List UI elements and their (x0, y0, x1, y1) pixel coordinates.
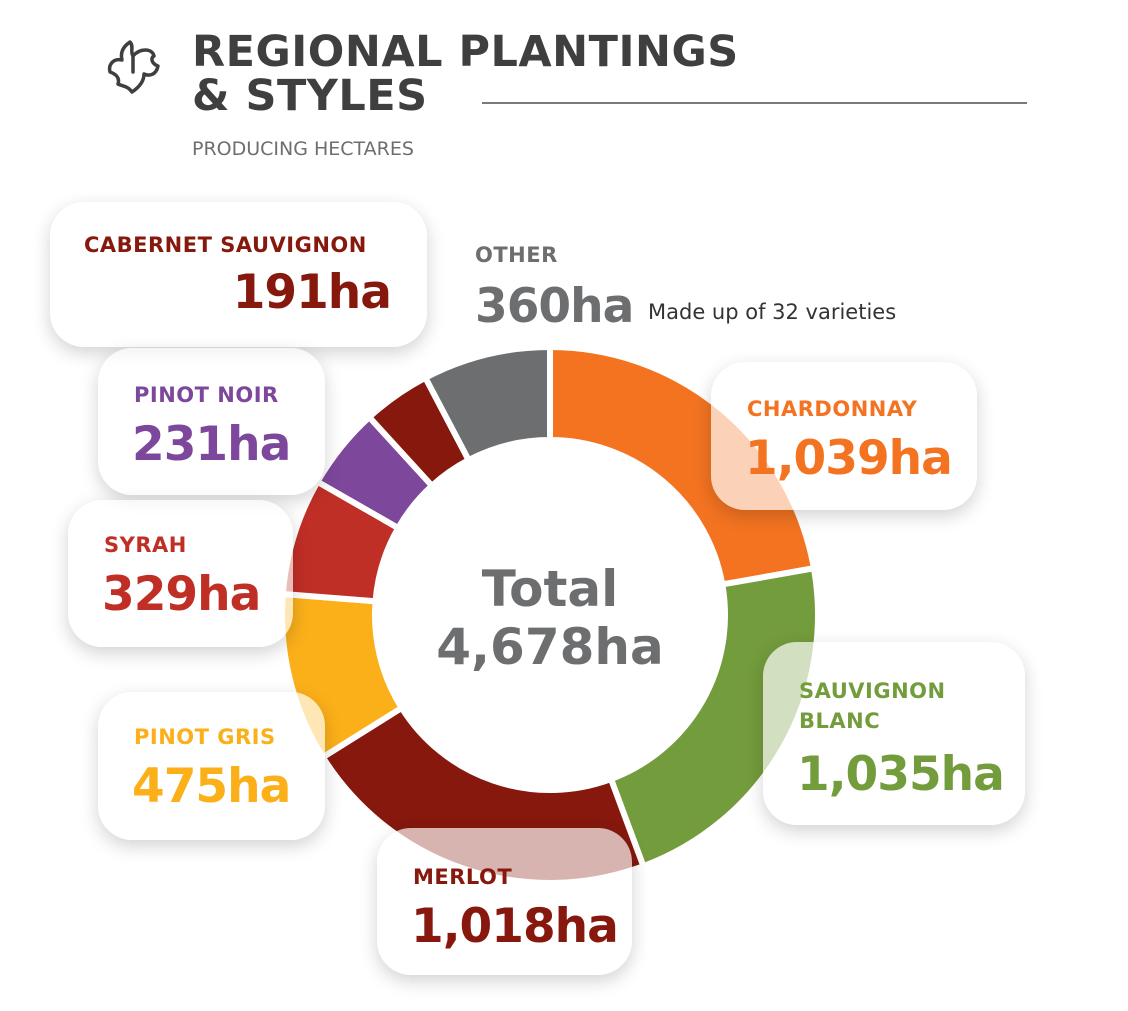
subtitle: PRODUCING HECTARES (192, 138, 414, 160)
label-card-pinot-noir: PINOT NOIR 231ha (98, 348, 325, 495)
slice-label: SAUVIGNON BLANC (799, 679, 946, 733)
slice-value: 329ha (102, 567, 261, 622)
label-card-sauvignon-blanc: SAUVIGNON BLANC 1,035ha (763, 642, 1025, 825)
other-value: 360ha (475, 279, 634, 334)
slice-value: 191ha (232, 265, 392, 320)
slice-label: CHARDONNAY (747, 397, 918, 421)
page-title: REGIONAL PLANTINGS & STYLES (192, 30, 739, 118)
slice-label: PINOT GRIS (134, 725, 276, 749)
vine-leaf-icon (107, 40, 160, 94)
title-line-1: REGIONAL PLANTINGS (192, 27, 739, 77)
title-line-2: & STYLES (192, 71, 428, 121)
slice-value: 1,035ha (797, 747, 1005, 802)
slice-value: 231ha (132, 417, 291, 472)
slice-value: 1,039ha (745, 431, 953, 486)
slice-value: 475ha (132, 759, 291, 814)
label-card-pinot-gris: PINOT GRIS 475ha (98, 692, 325, 840)
label-card-chardonnay: CHARDONNAY 1,039ha (711, 362, 977, 510)
total-value: 4,678ha (436, 618, 664, 676)
slice-label: SYRAH (104, 533, 187, 557)
other-label: OTHER (475, 243, 558, 267)
title-divider (482, 102, 1027, 104)
slice-label: PINOT NOIR (134, 383, 279, 407)
label-card-cabernet: CABERNET SAUVIGNON 191ha (50, 202, 427, 347)
label-card-merlot: MERLOT 1,018ha (377, 828, 632, 975)
slice-label: CABERNET SAUVIGNON (84, 233, 367, 257)
donut-slice-chardonnay (547, 343, 818, 588)
label-card-syrah: SYRAH 329ha (68, 500, 293, 647)
slice-value: 1,018ha (411, 899, 619, 954)
total-label: Total (481, 560, 619, 618)
slice-label: MERLOT (413, 865, 513, 889)
donut-slice-other (421, 343, 553, 465)
other-note: Made up of 32 varieties (648, 300, 897, 324)
